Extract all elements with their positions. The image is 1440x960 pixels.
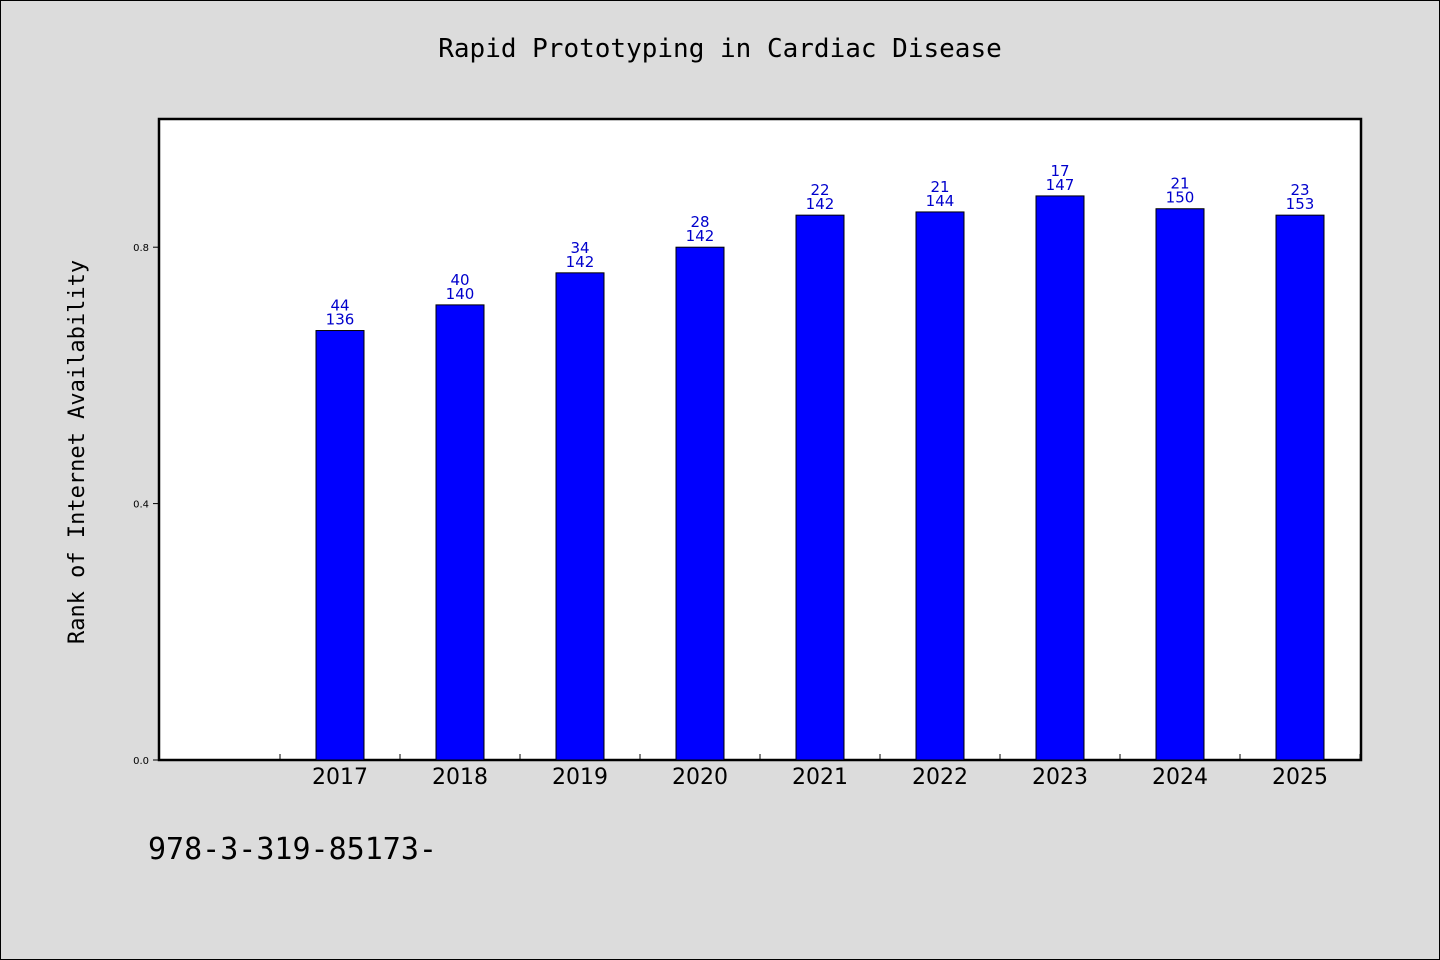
data-label-bottom: 142 bbox=[686, 227, 715, 245]
data-label-bottom: 136 bbox=[326, 311, 355, 329]
bar-2023 bbox=[1035, 195, 1085, 761]
bar-2025 bbox=[1275, 214, 1325, 761]
data-label-bottom: 147 bbox=[1046, 176, 1075, 194]
x-tick-label: 2017 bbox=[312, 765, 368, 790]
bar-2019 bbox=[555, 272, 605, 761]
y-tick-label: 0.0 bbox=[133, 756, 149, 767]
chart-title: Rapid Prototyping in Cardiac Disease bbox=[438, 34, 1002, 64]
x-tick-label: 2023 bbox=[1032, 765, 1088, 790]
x-axis: 2017 2018 2019 2020 2021 2022 2023 2024 2025 bbox=[279, 754, 1361, 790]
x-tick-label: 2022 bbox=[912, 765, 968, 790]
footnote-isbn: 978-3-319-85173- bbox=[148, 832, 437, 867]
data-label-top: 40 bbox=[450, 271, 469, 289]
data-label-top: 34 bbox=[570, 239, 589, 257]
data-label-bottom: 142 bbox=[566, 253, 595, 271]
y-axis: 0.0 0.4 0.8 bbox=[133, 243, 159, 767]
bar-2020 bbox=[675, 246, 725, 761]
bar-2018 bbox=[435, 304, 485, 761]
bar-2024 bbox=[1155, 208, 1205, 761]
data-label-top: 22 bbox=[810, 181, 829, 199]
data-label-bottom: 140 bbox=[446, 285, 475, 303]
data-label-bottom: 150 bbox=[1166, 189, 1195, 207]
bar-2017 bbox=[315, 330, 365, 761]
x-tick-label: 2018 bbox=[432, 765, 488, 790]
x-tick-label: 2021 bbox=[792, 765, 848, 790]
data-label-top: 17 bbox=[1050, 162, 1069, 180]
y-tick-label: 0.8 bbox=[133, 243, 149, 254]
bar-2022 bbox=[915, 211, 965, 761]
x-tick-label: 2025 bbox=[1272, 765, 1328, 790]
data-label-bottom: 153 bbox=[1286, 195, 1315, 213]
x-tick-label: 2020 bbox=[672, 765, 728, 790]
data-label-top: 21 bbox=[930, 178, 949, 196]
data-label-bottom: 142 bbox=[806, 195, 835, 213]
y-axis-label: Rank of Internet Availability bbox=[65, 260, 90, 644]
data-label-bottom: 144 bbox=[926, 192, 955, 210]
x-tick-label: 2024 bbox=[1152, 765, 1208, 790]
x-tick-label: 2019 bbox=[552, 765, 608, 790]
bars bbox=[315, 195, 1325, 761]
bar-2021 bbox=[795, 214, 845, 761]
data-label-top: 44 bbox=[330, 297, 349, 315]
y-tick-label: 0.4 bbox=[133, 500, 149, 511]
data-label-top: 23 bbox=[1290, 181, 1309, 199]
data-label-top: 21 bbox=[1170, 175, 1189, 193]
data-label-top: 28 bbox=[690, 213, 709, 231]
